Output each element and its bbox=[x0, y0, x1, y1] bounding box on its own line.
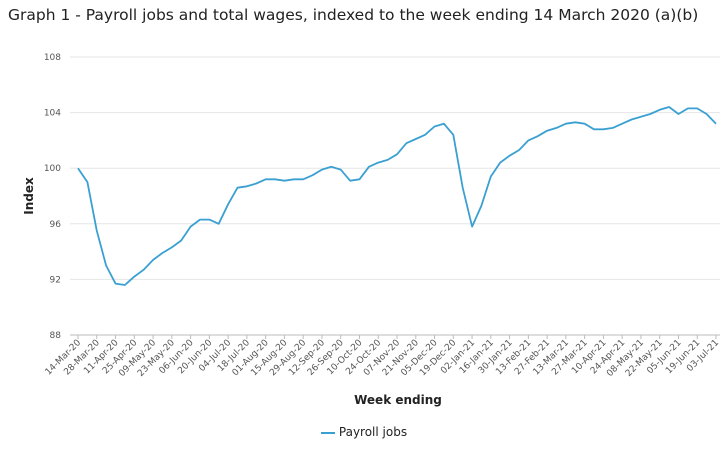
y-axis-label: Index bbox=[22, 177, 36, 215]
legend-swatch bbox=[320, 431, 335, 434]
y-tick-92: 92 bbox=[50, 275, 61, 285]
chart-title: Graph 1 - Payroll jobs and total wages, … bbox=[8, 6, 699, 24]
series-line-payroll-jobs bbox=[77, 106, 717, 286]
grid-lines bbox=[70, 56, 720, 339]
legend-label-payroll-jobs: Payroll jobs bbox=[338, 425, 408, 439]
y-tick-96: 96 bbox=[50, 220, 62, 230]
x-axis-label: Week ending bbox=[354, 393, 442, 407]
y-tick-88: 88 bbox=[50, 331, 62, 341]
y-tick-labels: 88 92 96 100 104 108 bbox=[44, 53, 61, 341]
series-layer bbox=[77, 106, 717, 286]
y-tick-104: 104 bbox=[44, 109, 61, 119]
y-tick-108: 108 bbox=[44, 53, 61, 63]
legend: Payroll jobs bbox=[0, 425, 728, 439]
y-tick-100: 100 bbox=[44, 164, 61, 174]
x-tick-labels: 14-Mar-2028-Mar-2011-Apr-2025-Apr-2009-M… bbox=[44, 338, 721, 379]
